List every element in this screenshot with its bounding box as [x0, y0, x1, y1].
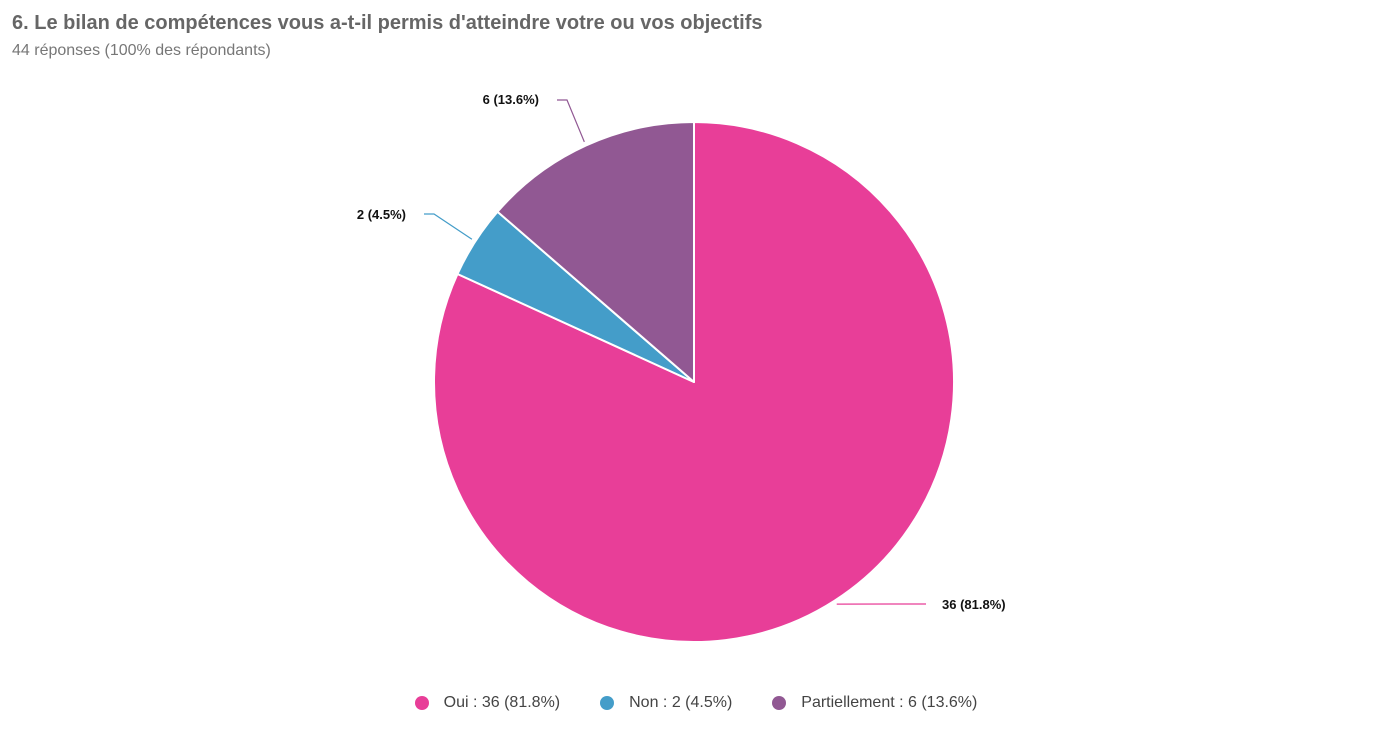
- data-label-partiellement: 6 (13.6%): [483, 92, 539, 107]
- chart-legend: Oui : 36 (81.8%) Non : 2 (4.5%) Partiellem…: [0, 694, 1384, 712]
- legend-label: Oui : 36 (81.8%): [443, 694, 561, 711]
- legend-label: Partiellement : 6 (13.6%): [801, 694, 978, 711]
- legend-item-oui[interactable]: Oui : 36 (81.8%): [414, 694, 561, 712]
- legend-swatch: [600, 696, 615, 710]
- pie-slice-partiellement[interactable]: [496, 121, 695, 383]
- leader-line-non: [424, 213, 473, 240]
- leader-line-partiellement: [557, 99, 585, 143]
- legend-swatch: [772, 696, 787, 710]
- legend-item-non[interactable]: Non : 2 (4.5%): [600, 694, 732, 712]
- chart-subtitle: 44 réponses (100% des répondants): [12, 42, 271, 59]
- chart-header: 6. Le bilan de compétences vous a-t-il p…: [12, 10, 763, 62]
- legend-swatch: [414, 696, 429, 710]
- data-label-non: 2 (4.5%): [357, 207, 406, 222]
- legend-label: Non : 2 (4.5%): [629, 694, 733, 711]
- pie-chart: 36 (81.8%) 2 (4.5%) 6 (13.6%): [357, 92, 1006, 643]
- legend-item-partiellement[interactable]: Partiellement : 6 (13.6%): [772, 694, 977, 712]
- chart-title: 6. Le bilan de compétences vous a-t-il p…: [12, 12, 763, 34]
- data-label-oui: 36 (81.8%): [942, 597, 1006, 612]
